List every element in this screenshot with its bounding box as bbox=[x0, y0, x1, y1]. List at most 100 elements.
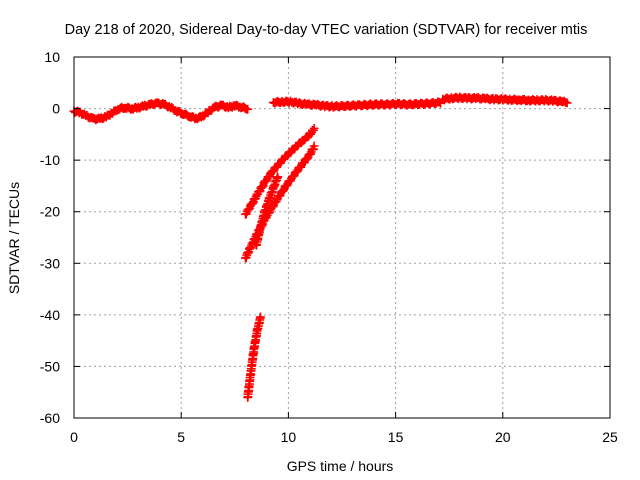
data-point bbox=[526, 98, 531, 102]
data-point bbox=[342, 104, 346, 108]
data-point bbox=[249, 369, 253, 374]
data-point bbox=[492, 97, 496, 101]
data-point bbox=[136, 105, 140, 110]
data-point bbox=[252, 346, 256, 350]
series bbox=[251, 172, 283, 250]
y-tick-label: -50 bbox=[40, 358, 60, 374]
data-point bbox=[280, 100, 284, 104]
plot-frame bbox=[73, 56, 611, 419]
x-tick-label: 15 bbox=[388, 429, 404, 445]
data-point bbox=[295, 169, 299, 173]
data-point bbox=[263, 180, 267, 184]
y-tick-label: -40 bbox=[40, 307, 60, 323]
data-point bbox=[535, 98, 539, 102]
data-point bbox=[441, 97, 445, 101]
y-tick-label: 10 bbox=[44, 49, 60, 65]
axis-ticks: 0 5 10 15 20 25 10 0 -10 -20 -30 -40 -50 -60 bbox=[40, 49, 618, 445]
data-point bbox=[288, 178, 293, 182]
data-point bbox=[374, 102, 378, 107]
x-tick-label: 25 bbox=[602, 429, 618, 445]
data-point bbox=[363, 103, 368, 107]
data-point bbox=[207, 109, 211, 113]
data-point bbox=[258, 225, 263, 229]
series bbox=[69, 98, 253, 125]
data-point bbox=[156, 101, 160, 106]
series bbox=[269, 96, 445, 112]
x-axis-label: GPS time / hours bbox=[287, 458, 394, 474]
data-point bbox=[110, 111, 115, 115]
data-point bbox=[258, 315, 263, 320]
data-points bbox=[69, 92, 572, 402]
data-point bbox=[181, 112, 185, 116]
data-point bbox=[552, 99, 556, 103]
y-tick-label: -30 bbox=[40, 255, 60, 271]
data-point bbox=[295, 144, 299, 148]
data-point bbox=[246, 395, 250, 399]
data-point bbox=[439, 100, 443, 104]
data-point bbox=[406, 102, 411, 107]
data-point bbox=[194, 116, 198, 120]
data-point bbox=[213, 105, 218, 109]
data-point bbox=[484, 97, 488, 101]
data-point bbox=[78, 111, 83, 115]
data-point bbox=[312, 127, 316, 131]
data-point bbox=[220, 103, 224, 108]
data-point bbox=[254, 243, 258, 247]
y-axis-label: SDTVAR / TECUs bbox=[6, 182, 22, 294]
data-point bbox=[353, 103, 357, 108]
data-point bbox=[255, 328, 259, 332]
data-point bbox=[276, 175, 280, 179]
data-point bbox=[544, 98, 548, 102]
data-point bbox=[130, 106, 134, 111]
data-point bbox=[104, 115, 108, 119]
data-point bbox=[271, 100, 275, 104]
data-point bbox=[282, 186, 286, 191]
data-point bbox=[297, 101, 301, 106]
data-point bbox=[306, 102, 310, 107]
data-point bbox=[518, 98, 522, 102]
x-tick-label: 20 bbox=[495, 429, 511, 445]
data-point bbox=[466, 96, 471, 100]
y-tick-label: -20 bbox=[40, 204, 60, 220]
data-point bbox=[288, 150, 293, 154]
data-point bbox=[276, 163, 280, 167]
data-point bbox=[188, 114, 192, 118]
data-point bbox=[417, 102, 421, 106]
data-point bbox=[385, 102, 389, 107]
data-point bbox=[509, 98, 513, 102]
data-point bbox=[98, 117, 102, 121]
data-point bbox=[123, 105, 128, 110]
data-point bbox=[308, 132, 312, 136]
data-point bbox=[117, 106, 121, 111]
data-point bbox=[226, 105, 230, 110]
data-point bbox=[256, 191, 260, 195]
series bbox=[241, 124, 319, 219]
data-point bbox=[475, 96, 479, 100]
data-point bbox=[175, 109, 179, 113]
data-point bbox=[162, 102, 166, 107]
series-markers bbox=[438, 92, 572, 108]
data-point bbox=[246, 106, 250, 111]
data-point bbox=[288, 100, 293, 104]
data-point bbox=[201, 114, 205, 118]
data-point bbox=[565, 100, 569, 104]
x-tick-label: 0 bbox=[70, 429, 78, 445]
data-point bbox=[250, 202, 254, 206]
data-point bbox=[428, 101, 432, 106]
x-tick-label: 10 bbox=[281, 429, 297, 445]
x-tick-label: 5 bbox=[177, 429, 185, 445]
data-point bbox=[271, 186, 275, 190]
data-point bbox=[149, 102, 153, 107]
data-point bbox=[267, 197, 271, 201]
data-point bbox=[168, 105, 173, 110]
y-tick-label: -60 bbox=[40, 410, 60, 426]
chart-title: Day 218 of 2020, Sidereal Day-to-day VTE… bbox=[65, 22, 588, 38]
series-markers bbox=[243, 312, 265, 402]
data-point bbox=[276, 196, 280, 200]
data-point bbox=[243, 256, 248, 260]
data-point bbox=[301, 161, 306, 165]
grid-lines bbox=[74, 57, 610, 418]
series bbox=[243, 312, 265, 402]
data-point bbox=[143, 104, 147, 108]
